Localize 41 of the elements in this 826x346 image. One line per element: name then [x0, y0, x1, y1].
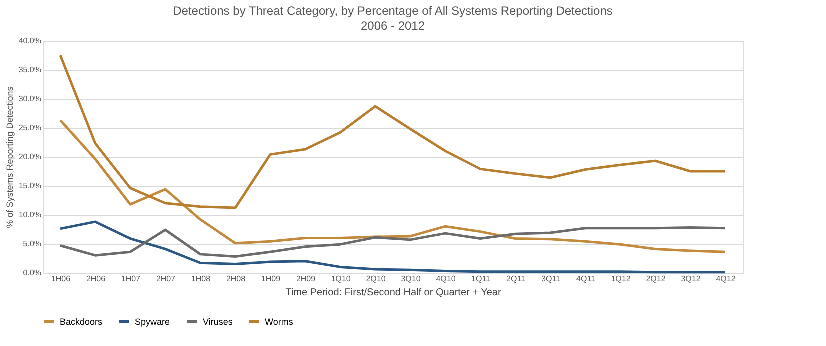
legend-label: Spyware	[135, 316, 170, 327]
x-tick-label: 2Q12	[646, 274, 666, 284]
x-tick-label: 2H06	[86, 274, 106, 284]
x-tick-label: 1Q11	[472, 274, 492, 284]
line-series	[59, 220, 727, 274]
x-tick-label: 2Q10	[366, 274, 386, 284]
line-series	[59, 54, 727, 210]
x-tick-label: 2H09	[296, 274, 316, 284]
legend-label: Worms	[265, 316, 294, 327]
x-tick-label: 2H08	[226, 274, 246, 284]
y-tick-label: 5.0%	[23, 240, 42, 248]
y-tick-label: 15.0%	[18, 182, 42, 190]
legend-label: Viruses	[203, 316, 234, 327]
line-series	[59, 119, 727, 254]
x-tick-label: 1Q10	[331, 274, 352, 284]
x-tick-label: 3Q10	[401, 274, 422, 284]
y-tick-label: 30.0%	[18, 94, 42, 104]
x-tick-label: 2H07	[156, 274, 176, 284]
chart-subtitle: 2006 - 2012	[360, 19, 426, 33]
x-tick-label: 2Q11	[506, 274, 526, 284]
y-tick-label: 35.0%	[18, 66, 42, 74]
x-tick-label: 1Q12	[611, 274, 632, 284]
chart-title: Detections by Threat Category, by Percentage of All Systems Reporting Detections	[173, 4, 613, 18]
x-tick-label: 3Q11	[542, 274, 562, 284]
y-tick-label: 10.0%	[18, 210, 42, 220]
y-axis-title: % of Systems Reporting Detections	[4, 86, 15, 228]
x-tick-label: 3Q12	[681, 274, 702, 284]
x-axis-title: Time Period: First/Second Half or Quarter + Year	[286, 288, 502, 298]
x-tick-label: 4Q10	[436, 274, 456, 284]
legend-label: Backdoors	[60, 316, 104, 327]
y-tick-label: 20.0%	[18, 152, 42, 162]
y-tick-label: 40.0%	[18, 36, 42, 46]
x-tick-label: 1H08	[191, 274, 212, 284]
y-tick-label: 25.0%	[18, 124, 42, 132]
x-tick-label: 1H07	[121, 274, 142, 284]
x-tick-label: 1H06	[51, 274, 72, 284]
x-tick-label: 4Q12	[716, 274, 736, 284]
x-tick-label: 4Q11	[576, 274, 596, 284]
x-tick-label: 1H09	[261, 274, 282, 284]
y-tick-label: 0.0%	[23, 268, 42, 278]
line-series	[59, 226, 727, 258]
